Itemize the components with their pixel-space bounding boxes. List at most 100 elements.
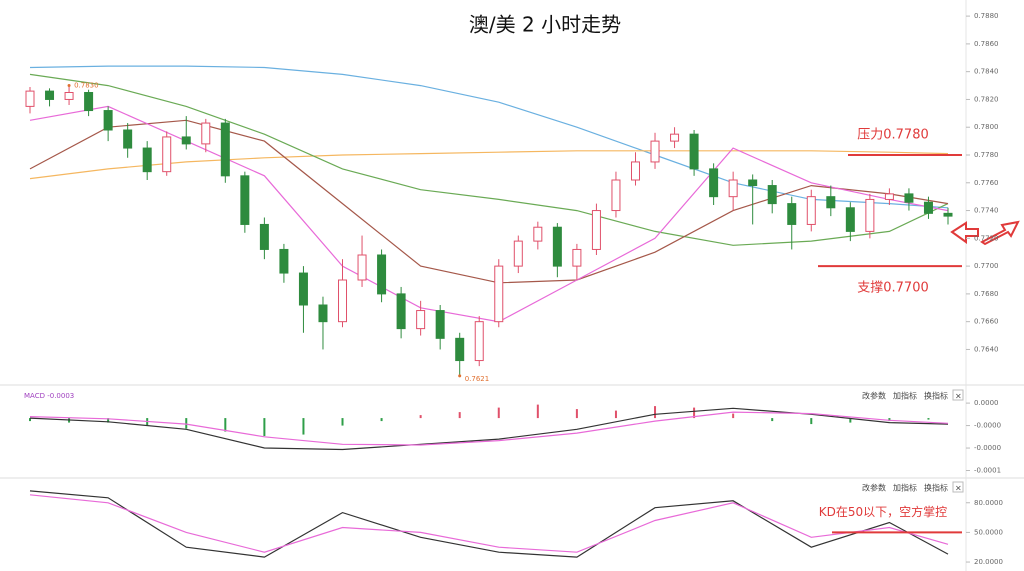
y-tick-label: 50.0000: [974, 528, 1003, 536]
candle-body: [806, 196, 816, 225]
candle-body: [142, 147, 152, 173]
candle-body: [123, 129, 133, 149]
up-arrow: [980, 220, 1020, 246]
y-tick-label: 0.7780: [974, 151, 999, 159]
candle-body: [416, 310, 426, 330]
candle-body: [787, 203, 797, 225]
y-tick-label: 0.7840: [974, 68, 999, 76]
chart-title: 澳/美 2 小时走势: [469, 13, 621, 37]
candle-body: [396, 293, 406, 330]
toolbar-button[interactable]: 加指标: [893, 483, 917, 493]
extreme-marker: [67, 84, 71, 88]
macd-bar: [810, 418, 813, 425]
candle-body: [318, 304, 328, 323]
candle-body: [220, 122, 230, 177]
macd-bar: [29, 418, 31, 422]
macd-bar: [302, 418, 305, 435]
candle-body: [748, 179, 758, 187]
toolbar-button[interactable]: 改参数: [862, 391, 886, 401]
y-tick-label: 20.0000: [974, 558, 1003, 566]
candle-body: [709, 168, 719, 198]
y-tick-label: 0.7680: [974, 290, 999, 298]
candle-body: [865, 198, 875, 232]
candle-body: [650, 140, 660, 163]
y-tick-label: 80.0000: [974, 499, 1003, 507]
macd-bar: [888, 418, 891, 422]
toolbar-button[interactable]: 改参数: [862, 483, 886, 493]
candle-body: [728, 179, 738, 198]
extreme-label: 0.7830: [74, 82, 99, 90]
macd-bar: [224, 418, 227, 432]
candle-body: [435, 310, 445, 339]
y-tick-label: 0.7660: [974, 318, 999, 326]
candle-body: [25, 90, 35, 107]
candle-body: [201, 122, 211, 145]
macd-bar: [497, 407, 500, 419]
indicator-line: [29, 150, 949, 180]
indicator-line: [29, 494, 949, 553]
toolbar-button[interactable]: ×: [955, 392, 962, 401]
level-label: 压力0.7780: [857, 128, 929, 143]
close-box: [952, 389, 964, 401]
candle-body: [338, 279, 348, 323]
candle-body: [45, 90, 55, 100]
macd-bar: [771, 418, 774, 422]
candle-body: [845, 207, 855, 232]
y-tick-label: -0.0000: [974, 422, 1001, 430]
y-tick-label: 0.7640: [974, 345, 999, 353]
candle-body: [162, 136, 172, 173]
macd-bar: [927, 418, 930, 420]
candle-body: [455, 337, 465, 362]
down-arrow: [950, 221, 979, 244]
indicator-line: [29, 407, 949, 451]
toolbar-button[interactable]: 换指标: [924, 391, 948, 401]
candle-body: [630, 161, 640, 181]
indicator-line: [29, 73, 949, 246]
candle-body: [474, 321, 484, 362]
y-tick-label: 0.7700: [974, 262, 999, 270]
y-tick-label: 0.7820: [974, 95, 999, 103]
extreme-label: 0.7621: [465, 375, 490, 383]
candle-body: [591, 210, 601, 250]
candle-body: [611, 179, 621, 212]
candle-body: [259, 223, 269, 250]
candle-body: [670, 133, 680, 142]
candle-body: [64, 92, 74, 100]
y-tick-label: 0.7860: [974, 40, 999, 48]
level-label: KD在50以下，空方掌控: [819, 504, 947, 519]
candle-body: [494, 265, 504, 323]
y-tick-label: 0.7800: [974, 123, 999, 131]
toolbar-button[interactable]: 加指标: [893, 391, 917, 401]
macd-bar: [654, 406, 657, 419]
macd-bar: [107, 418, 110, 423]
candle-body: [767, 185, 777, 205]
macd-bar: [575, 409, 578, 419]
candle-body: [533, 226, 543, 242]
candle-body: [240, 175, 250, 225]
candle-body: [904, 193, 914, 203]
candle-body: [377, 254, 387, 295]
candle-body: [943, 212, 953, 217]
indicator-line: [29, 411, 949, 446]
candle-body: [572, 248, 582, 267]
macd-bar: [380, 418, 383, 422]
y-tick-label: 0.7880: [974, 12, 999, 20]
candle-body: [689, 133, 699, 170]
candle-body: [884, 193, 894, 200]
indicator-header: MACD -0.0003: [24, 392, 74, 400]
y-tick-label: 0.7740: [974, 207, 999, 215]
macd-bar: [693, 407, 696, 419]
y-tick-label: -0.0000: [974, 444, 1001, 452]
macd-bar: [732, 413, 735, 419]
macd-bar: [849, 418, 852, 423]
macd-bar: [536, 404, 539, 419]
candle-body: [298, 272, 308, 306]
toolbar-button[interactable]: 换指标: [924, 483, 948, 493]
toolbar-button[interactable]: ×: [955, 484, 962, 493]
candle-body: [513, 240, 523, 267]
close-box: [952, 481, 964, 493]
candle-body: [357, 254, 367, 281]
macd-bar: [185, 418, 188, 429]
